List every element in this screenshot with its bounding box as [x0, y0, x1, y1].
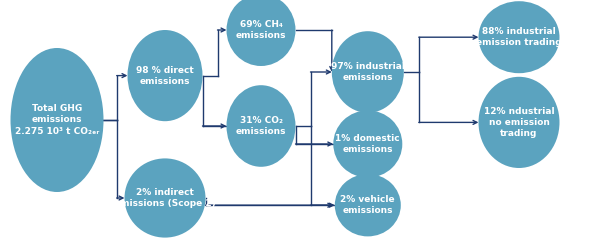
Ellipse shape — [125, 158, 205, 238]
Text: 98 % direct
emissions: 98 % direct emissions — [136, 66, 194, 86]
Ellipse shape — [334, 110, 403, 178]
Text: 88% industrial
emission trading: 88% industrial emission trading — [476, 27, 562, 47]
Text: 69% CH₄
emissions: 69% CH₄ emissions — [236, 20, 286, 40]
Ellipse shape — [479, 77, 560, 168]
Ellipse shape — [479, 1, 560, 73]
Ellipse shape — [227, 0, 296, 66]
Ellipse shape — [128, 30, 203, 121]
Ellipse shape — [11, 48, 104, 192]
Text: 31% CO₂
emissions: 31% CO₂ emissions — [236, 116, 286, 136]
Text: 97% industrial
emissions: 97% industrial emissions — [331, 62, 405, 82]
Ellipse shape — [227, 85, 296, 167]
Text: 1% domestic
emissions: 1% domestic emissions — [335, 134, 400, 154]
Ellipse shape — [335, 174, 401, 236]
Ellipse shape — [332, 31, 404, 113]
Text: Total GHG
emissions
2.275 10³ t CO₂ₑᵣ: Total GHG emissions 2.275 10³ t CO₂ₑᵣ — [15, 104, 99, 136]
Text: 2% vehicle
emissions: 2% vehicle emissions — [340, 195, 395, 215]
Text: 12% ndustrial
no emission
trading: 12% ndustrial no emission trading — [484, 107, 554, 138]
Text: 2% indirect
emissions (Scope 2): 2% indirect emissions (Scope 2) — [114, 188, 216, 208]
